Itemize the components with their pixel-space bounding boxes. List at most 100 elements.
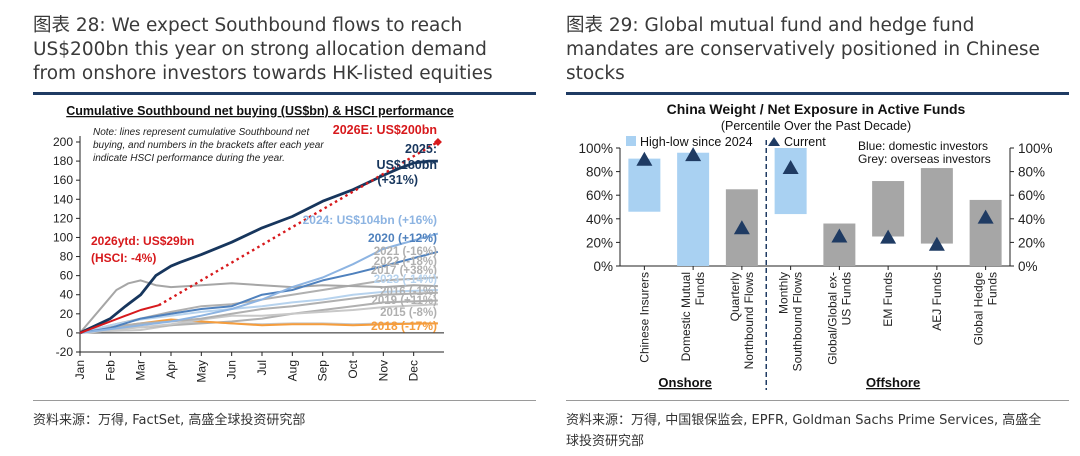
left-annotation-hsci-4: (HSCI: -4%)	[91, 251, 156, 265]
right-category-label-chinese-insurers-1: Chinese Insurers	[637, 272, 651, 363]
left-x-tick-label-feb: Feb	[103, 360, 117, 381]
left-series-line-2025	[79, 159, 438, 335]
right-category-label-global-global-ex-us-funds-1: Global/Global ex-	[825, 272, 839, 365]
right-y-tick-label-right-40: 40%	[1018, 212, 1045, 227]
left-x-tick-label-nov: Nov	[376, 360, 390, 381]
right-category-label-quarterly-northbound-flows-2: Northbound Flows	[742, 272, 756, 369]
right-category-label-quarterly-northbound-flows-1: Quarterly	[728, 272, 742, 321]
left-2026e-end-marker	[433, 138, 442, 146]
right-category-label-monthly-southbound-flows-2: Southbound Flows	[791, 272, 805, 371]
right-y-tick-label-right-60: 60%	[1018, 188, 1045, 203]
left-annotation-2022-18: 2022 (-18%)	[374, 256, 437, 268]
left-annotation-2017-38: 2017 (+38%)	[371, 265, 437, 277]
right-legend-swatch-range	[626, 136, 636, 146]
right-current-marker-global-global-ex-us-funds	[831, 228, 848, 243]
right-y-tick-label-left-20: 20%	[586, 235, 613, 250]
left-x-tick-label-may: May	[194, 360, 208, 383]
left-x-tick-label-aug: Aug	[285, 360, 299, 381]
right-bottom-rule	[566, 400, 1069, 401]
right-y-tick-label-left-100: 100%	[578, 141, 613, 156]
left-series-line-2024	[79, 232, 439, 334]
right-y-tick-label-right-0: 0%	[1018, 259, 1038, 274]
left-x-tick-label-mar: Mar	[134, 360, 148, 381]
right-bar-aej-funds	[920, 168, 953, 244]
left-title-rule	[33, 92, 536, 95]
left-series-line-2026ytd	[79, 304, 160, 334]
right-title-rule	[566, 92, 1069, 95]
left-bottom-rule	[33, 400, 536, 401]
left-series-line-2020	[79, 250, 439, 334]
left-annotation-2018-17: 2018 (-17%)	[371, 319, 437, 333]
right-current-marker-domestic-mutual-funds	[685, 147, 702, 162]
left-annotation-2026e-us-200bn: 2026E: US$200bn	[333, 123, 437, 137]
left-x-tick-label-jun: Jun	[225, 360, 239, 379]
right-y-tick-label-left-80: 80%	[586, 165, 613, 180]
left-y-tick-label-20: -20	[56, 345, 74, 359]
right-legend-label-range: High-low since 2024	[640, 135, 753, 149]
left-series-line-2019	[79, 303, 438, 334]
right-legend-note-grey: Grey: overseas investors	[858, 152, 991, 166]
left-y-tick-label-160: 160	[53, 173, 73, 187]
left-x-tick-label-dec: Dec	[407, 360, 421, 381]
left-y-tick-label-20: 20	[60, 307, 74, 321]
left-y-tick-label-80: 80	[60, 250, 74, 264]
right-legend-swatch-current	[768, 137, 780, 146]
right-source-line-2: 球投资研究部	[566, 434, 645, 449]
left-x-tick-label-sep: Sep	[316, 360, 330, 382]
right-bar-monthly-southbound-flows	[774, 148, 807, 215]
left-annotation-31: (+31%)	[377, 173, 418, 187]
right-bar-chinese-insurers	[628, 158, 661, 212]
left-x-tick-label-oct: Oct	[346, 359, 360, 378]
right-category-label-em-funds-1: EM Funds	[881, 272, 895, 327]
left-annotation-2021-16: 2021 (-16%)	[374, 246, 437, 258]
left-x-tick-label-jul: Jul	[255, 360, 269, 375]
left-chart-note-line-2: buying, and numbers in the brackets afte…	[93, 140, 324, 151]
right-current-marker-aej-funds	[928, 236, 945, 251]
right-current-marker-em-funds	[880, 229, 897, 244]
right-category-label-domestic-mutual-funds-1: Domestic Mutual	[679, 272, 693, 361]
left-annotation-2026ytd-us-29bn: 2026ytd: US$29bn	[91, 234, 194, 248]
right-panel-title: 图表 29: Global mutual fund and hedge fund…	[566, 15, 1040, 84]
left-source-note: 资料来源：万得, FactSet, 高盛全球投资研究部	[33, 413, 306, 428]
left-y-tick-label-0: 0	[66, 326, 73, 340]
right-y-tick-label-right-80: 80%	[1018, 165, 1045, 180]
right-y-tick-label-right-100: 100%	[1018, 141, 1053, 156]
right-category-label-domestic-mutual-funds-2: Funds	[693, 272, 707, 305]
right-source-line-1: 资料来源：万得, 中国银保监会, EPFR, Goldman Sachs Pri…	[566, 413, 1042, 428]
right-category-label-monthly-southbound-flows-1: Monthly	[777, 272, 791, 314]
left-annotation-2023-14: 2023 (-14%)	[374, 274, 437, 286]
left-y-tick-label-100: 100	[53, 230, 73, 244]
right-y-tick-label-right-20: 20%	[1018, 235, 1045, 250]
left-y-tick-label-200: 200	[53, 135, 73, 149]
left-annotation-2025: 2025:	[405, 142, 437, 156]
right-source-note: 资料来源：万得, 中国银保监会, EPFR, Goldman Sachs Pri…	[566, 410, 1076, 452]
right-bar-domestic-mutual-funds	[677, 152, 710, 266]
left-x-tick-label-apr: Apr	[164, 360, 178, 379]
left-annotation-2016-1: 2016 (-1%)	[380, 286, 437, 298]
right-legend-note-blue: Blue: domestic investors	[858, 139, 988, 153]
right-group-label-offshore: Offshore	[866, 375, 920, 390]
right-category-label-aej-funds-1: AEJ Funds	[930, 272, 944, 331]
right-legend-label-current: Current	[784, 135, 826, 149]
right-chart-title: China Weight / Net Exposure in Active Fu…	[667, 101, 966, 117]
left-chart-title: Cumulative Southbound net buying (US$bn)…	[66, 104, 454, 118]
left-y-tick-label-40: 40	[60, 288, 74, 302]
right-y-tick-label-left-60: 60%	[586, 188, 613, 203]
left-y-tick-label-180: 180	[53, 154, 73, 168]
right-current-marker-monthly-southbound-flows	[782, 160, 799, 175]
right-current-marker-global-hedge-funds	[977, 209, 994, 224]
left-annotation-2020-12: 2020 (+12%)	[368, 231, 437, 245]
right-y-tick-label-left-40: 40%	[586, 212, 613, 227]
left-series-line-2021	[79, 279, 438, 334]
right-group-label-onshore: Onshore	[658, 375, 711, 390]
left-panel-title: 图表 28: We expect Southbound flows to rea…	[33, 15, 493, 84]
right-category-label-global-global-ex-us-funds-2: US Funds	[839, 272, 853, 325]
left-series-line-2022	[79, 291, 438, 334]
left-y-tick-label-120: 120	[53, 211, 73, 225]
left-annotation-2019-11: 2019 (+11%)	[371, 295, 437, 307]
right-current-marker-quarterly-northbound-flows	[733, 220, 750, 235]
right-current-marker-chinese-insurers	[636, 151, 653, 166]
left-annotation-2024-us-104bn-16: 2024: US$104bn (+16%)	[303, 213, 437, 227]
right-category-label-global-hedge-funds-1: Global Hedge	[972, 272, 986, 346]
